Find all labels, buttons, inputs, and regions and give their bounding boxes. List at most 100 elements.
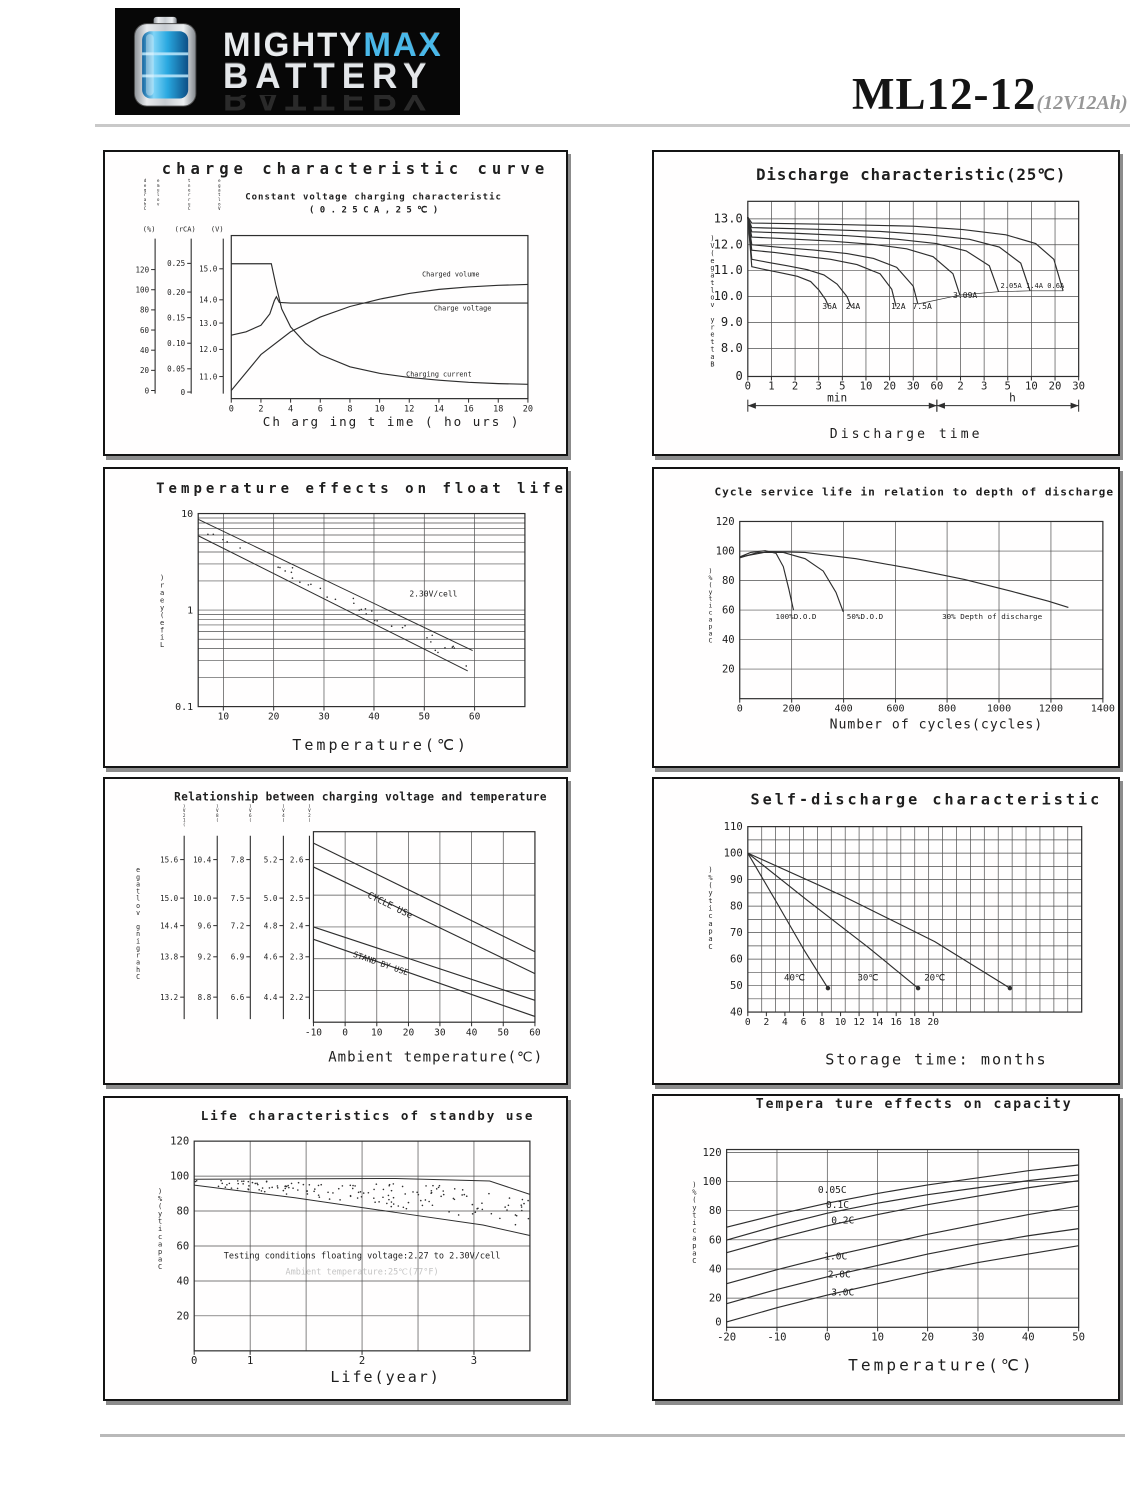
svg-text:50: 50 — [1072, 1331, 1085, 1343]
svg-text:Discharge time: Discharge time — [830, 427, 983, 442]
svg-text:100%D.O.D: 100%D.O.D — [776, 612, 817, 621]
svg-text:6: 6 — [801, 1017, 807, 1028]
svg-text:600: 600 — [886, 704, 904, 715]
svg-text:2: 2 — [258, 405, 263, 415]
svg-text:30: 30 — [318, 712, 330, 723]
svg-text:30: 30 — [972, 1331, 985, 1343]
svg-text:8: 8 — [819, 1017, 825, 1028]
svg-text:13.8: 13.8 — [160, 953, 179, 962]
temperature-effects-on-float-life-chart: 10 20 30 40 50 60 10 1 0.1 2.30V/cell Temperature … — [156, 481, 566, 754]
svg-text:60: 60 — [709, 1234, 722, 1246]
svg-text:8.8: 8.8 — [198, 993, 212, 1002]
svg-text:0: 0 — [181, 388, 186, 397]
svg-text:40: 40 — [140, 346, 150, 355]
cycle-service-life-chart: 0 200 400 600 800 1000 1200 1400 120 100 80 60 40 20 1… — [709, 486, 1115, 733]
svg-text:1400: 1400 — [1091, 704, 1115, 715]
svg-text:2.6: 2.6 — [290, 855, 304, 864]
svg-text:Relationship between charging: Relationship between charging voltage an… — [174, 790, 547, 803]
svg-text:10: 10 — [374, 405, 384, 415]
svg-text:7.8: 7.8 — [231, 855, 245, 864]
chart-panel-life-characteristics-of-standby-use: 0 1 2 3 120 100 80 60 40 20 Testing conditions flo… — [103, 1096, 568, 1401]
chart-panel-charge-characteristic-curve: 0 2 4 6 8 10 12 14 16 18 20 (%) 120 100 80 60 40 20 0 (rCA)… — [103, 150, 568, 456]
svg-text:(%): (%) — [143, 225, 156, 234]
svg-text:80: 80 — [730, 900, 743, 913]
svg-text:10.0: 10.0 — [193, 894, 212, 903]
svg-text:120: 120 — [716, 516, 735, 528]
footer-divider — [100, 1434, 1125, 1437]
svg-text:0: 0 — [715, 1316, 721, 1328]
svg-text:0.05: 0.05 — [167, 365, 185, 374]
svg-text:min: min — [827, 392, 847, 405]
svg-text:40: 40 — [466, 1027, 478, 1038]
svg-text:13.0: 13.0 — [714, 211, 743, 225]
svg-text:60: 60 — [140, 326, 150, 335]
svg-text:30: 30 — [907, 381, 920, 393]
svg-text:1: 1 — [187, 606, 193, 617]
svg-text:0.1C: 0.1C — [826, 1200, 849, 1211]
svg-text:4: 4 — [782, 1017, 788, 1028]
svg-text:50: 50 — [419, 712, 431, 723]
svg-text:8: 8 — [347, 405, 352, 415]
svg-text:6.6: 6.6 — [231, 993, 245, 1002]
svg-text:11.0: 11.0 — [199, 372, 218, 381]
svg-text:80: 80 — [722, 575, 735, 587]
svg-text:60: 60 — [930, 381, 943, 393]
svg-text:20: 20 — [1049, 381, 1062, 393]
logo-reflection: BATTERY — [223, 95, 434, 117]
svg-text:18: 18 — [493, 405, 503, 415]
svg-text:10: 10 — [181, 509, 193, 520]
svg-text:20: 20 — [709, 1293, 722, 1305]
svg-text:2: 2 — [792, 381, 798, 393]
svg-text:60: 60 — [529, 1027, 541, 1038]
svg-text:60: 60 — [722, 605, 735, 617]
svg-text:1200: 1200 — [1039, 704, 1063, 715]
svg-text:80: 80 — [177, 1205, 190, 1217]
svg-text:30% Depth of discharge: 30% Depth of discharge — [942, 612, 1043, 621]
svg-text:9.6: 9.6 — [198, 921, 212, 930]
svg-text:80: 80 — [709, 1205, 722, 1217]
svg-text:10.0: 10.0 — [714, 289, 743, 303]
svg-text:5: 5 — [839, 381, 845, 393]
svg-text:120: 120 — [136, 265, 150, 274]
chart-panel-temperature-effects-on-capacity: -20 -10 0 10 20 30 40 50 120 100 80 60 40 20 0 0.05C 0.1… — [652, 1094, 1120, 1401]
svg-text:36A: 36A — [822, 302, 837, 311]
svg-text:10: 10 — [835, 1017, 847, 1028]
svg-text:24A: 24A — [846, 302, 861, 311]
svg-text:2: 2 — [359, 1355, 365, 1367]
svg-text:40: 40 — [368, 712, 380, 723]
svg-text:Self-discharge characteristic: Self-discharge characteristic — [750, 790, 1102, 808]
svg-text:(rCA): (rCA) — [175, 225, 196, 234]
svg-text:4.4: 4.4 — [264, 993, 278, 1002]
svg-text:7.2: 7.2 — [231, 921, 245, 930]
brand-logo: MIGHTYMAX BATTERY BATTERY — [115, 8, 460, 117]
svg-text:40: 40 — [709, 1264, 722, 1276]
svg-text:charge characteristic curve: charge characteristic curve — [162, 160, 549, 178]
chart-panel-temperature-effects-on-float-life: 10 20 30 40 50 60 10 1 0.1 2.30V/cell Temperature … — [103, 467, 568, 768]
svg-text:Charged volume: Charged volume — [422, 270, 479, 278]
svg-text:50: 50 — [498, 1027, 510, 1038]
svg-text:20: 20 — [921, 1331, 934, 1343]
svg-text:0.20: 0.20 — [167, 288, 186, 297]
svg-text:70: 70 — [730, 926, 743, 939]
svg-text:4: 4 — [288, 405, 293, 415]
svg-text:Ambient temperature(℃): Ambient temperature(℃) — [328, 1050, 543, 1066]
svg-text:50: 50 — [730, 979, 743, 992]
svg-text:12A: 12A — [891, 302, 906, 311]
discharge-characteristic-chart: 0 1 2 3 5 10 20 30 60 2 3 5 10 20 30 13.0 12.0 11.0 10.0 9.… — [710, 166, 1085, 442]
svg-text:12.0: 12.0 — [199, 345, 218, 354]
svg-text:0.2C: 0.2C — [831, 1215, 854, 1226]
svg-text:Temperature effects on float l: Temperature effects on float life — [156, 481, 566, 497]
svg-text:20: 20 — [523, 405, 533, 415]
svg-text:5.2: 5.2 — [264, 855, 278, 864]
svg-text:8.0: 8.0 — [721, 341, 743, 355]
svg-text:20: 20 — [928, 1017, 940, 1028]
header-divider — [95, 124, 1130, 127]
svg-text:Life(year): Life(year) — [330, 1368, 440, 1386]
svg-text:7.5: 7.5 — [231, 894, 245, 903]
svg-text:100: 100 — [716, 546, 735, 558]
svg-text:12: 12 — [853, 1017, 865, 1028]
